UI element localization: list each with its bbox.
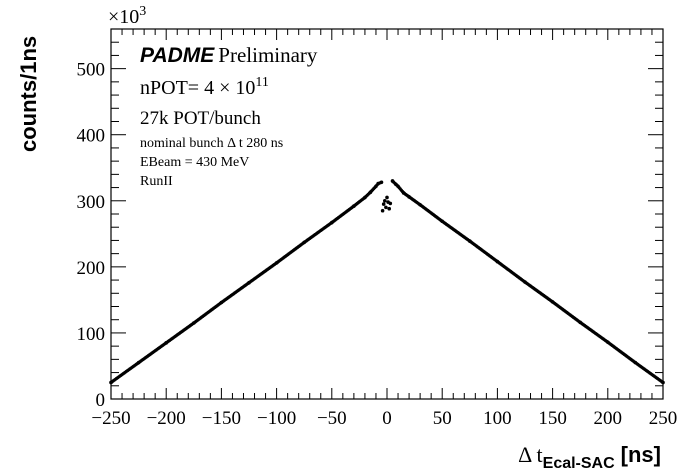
x-tick-label: −150 [202,408,241,429]
run-label: RunII [140,174,173,189]
x-tick-label: −100 [257,408,296,429]
outlier-point [381,202,386,206]
data-point [661,380,665,385]
x-tick-label: 50 [433,408,452,429]
x-tick-label: −250 [91,408,130,429]
pot-bunch-label: 27k POT/bunch [140,108,261,129]
outlier-point [385,195,389,200]
x-tick-label: 100 [483,408,512,429]
x-tick-label: 150 [538,408,567,429]
y-exponent: ×103 [108,4,146,28]
axis-ticks [110,28,664,400]
y-tick-labels: 0 100 200 300 400 500 [77,60,106,411]
y-axis-title: counts/1ns [16,36,41,152]
npot-label: nPOT= 4 × 1011 [140,75,269,99]
outlier-point [382,198,387,203]
y-tick-label: 100 [77,324,106,345]
x-axis-title: Δ tEcal-SAC [ns] [518,442,661,472]
y-tick-label: 300 [77,192,106,213]
x-tick-labels: −250 −200 −150 −100 −50 0 50 100 150 200 250 [91,408,677,429]
x-tick-label: 250 [649,408,678,429]
padme-label: PADME Preliminary [140,43,318,67]
y-tick-label: 400 [77,126,106,147]
x-tick-label: −200 [147,408,186,429]
y-tick-label: 500 [77,60,106,81]
data-point [379,180,384,184]
y-tick-label: 0 [96,390,106,411]
y-tick-label: 200 [77,258,106,279]
outlier-point [387,206,392,211]
outlier-point [380,208,385,213]
data-points [109,179,665,385]
x-tick-label: 200 [594,408,623,429]
outlier-point [384,205,388,210]
outlier-point [388,201,393,206]
x-tick-label: 0 [382,408,392,429]
x-tick-label: −50 [317,408,347,429]
ebeam-label: EBeam = 430 MeV [140,155,249,170]
bunch-dt-label: nominal bunch Δ t 280 ns [140,136,283,151]
